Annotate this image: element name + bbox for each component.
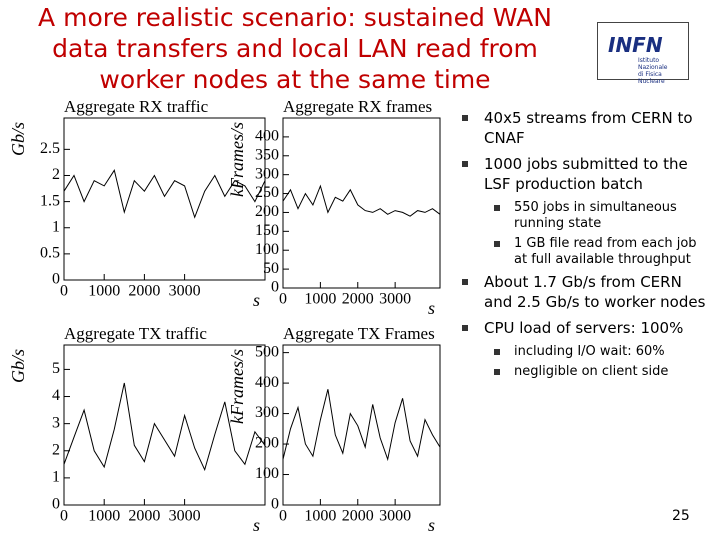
x-tick-label: 1000 [304, 291, 336, 308]
bullet-list: 40x5 streams from CERN to CNAF 1000 jobs … [462, 108, 712, 384]
y-tick-label: 0 [271, 279, 279, 296]
x-tick-label: 3000 [169, 508, 201, 525]
x-axis-label: s [428, 298, 435, 318]
x-tick-label: 0 [60, 283, 68, 300]
chart-title: Aggregate RX frames [283, 97, 432, 116]
y-tick-label: 0 [271, 496, 279, 513]
logo: INFN Istituto Nazionale di Fisica Nuclear… [597, 22, 689, 85]
y-axis-label: kFrames/s [227, 349, 247, 424]
data-line [63, 382, 266, 472]
plot-frame [282, 117, 441, 289]
y-tick-label: 200 [255, 435, 279, 452]
x-tick-label: 0 [279, 291, 287, 308]
y-tick-label: 400 [255, 128, 279, 145]
bullet-marker [462, 279, 468, 285]
y-tick-label: 1.5 [40, 192, 60, 209]
y-tick-label: 300 [255, 404, 279, 421]
logo-caption-line: Istituto Nazionale [638, 57, 668, 71]
y-axis-label: Gb/s [8, 349, 28, 383]
y-tick-label: 2.5 [40, 140, 60, 157]
y-tick-label: 150 [255, 222, 279, 239]
x-tick-label: 1000 [304, 508, 336, 525]
data-line [63, 169, 266, 219]
y-axis-label: kFrames/s [227, 122, 247, 197]
x-tick-label: 2000 [342, 508, 374, 525]
y-tick-label: 400 [255, 374, 279, 391]
y-tick-label: 0.5 [40, 245, 60, 262]
y-tick-label: 2 [52, 166, 60, 183]
bullet: 40x5 streams from CERN to CNAF [462, 108, 712, 148]
y-tick-label: 4 [52, 387, 60, 404]
chart-title: Aggregate TX Frames [283, 324, 435, 343]
y-tick-label: 1 [52, 218, 60, 235]
sub-bullet: including I/O wait: 60% [462, 344, 712, 360]
x-axis-label: s [253, 290, 260, 310]
y-tick-label: 250 [255, 184, 279, 201]
plot-frame [63, 117, 266, 281]
page-number: 25 [672, 508, 690, 524]
y-tick-label: 0 [52, 496, 60, 513]
x-tick-label: 1000 [88, 508, 120, 525]
y-tick-label: 1 [52, 469, 60, 486]
logo-name: INFN [608, 33, 663, 57]
x-tick-label: 2000 [342, 291, 374, 308]
x-tick-label: 3000 [169, 283, 201, 300]
bullet: 1000 jobs submitted to the LSF productio… [462, 154, 712, 194]
x-tick-label: 2000 [128, 508, 160, 525]
sub-bullet: negligible on client side [462, 364, 712, 380]
x-axis-label: s [253, 515, 260, 535]
plot-frame [63, 344, 266, 506]
bullet-marker [494, 349, 500, 355]
bullet-marker [462, 325, 468, 331]
y-tick-label: 0 [52, 271, 60, 288]
x-tick-label: 0 [279, 508, 287, 525]
y-tick-label: 350 [255, 146, 279, 163]
x-tick-label: 1000 [88, 283, 120, 300]
bullet-marker [494, 369, 500, 375]
title-line: data transfers and local LAN read from [52, 34, 538, 63]
y-tick-label: 100 [255, 241, 279, 258]
sub-bullet: 550 jobs in simultaneous running state [462, 200, 712, 232]
bullet: About 1.7 Gb/s from CERN and 2.5 Gb/s to… [462, 272, 712, 312]
slide-title: A more realistic scenario: sustained WAN… [0, 2, 590, 95]
title-line: worker nodes at the same time [99, 65, 491, 94]
y-tick-label: 5 [52, 360, 60, 377]
data-line [282, 389, 441, 462]
bullet-marker [462, 161, 468, 167]
sub-bullet: 1 GB file read from each job at full ava… [462, 236, 712, 268]
logo-caption: Istituto Nazionale di Fisica Nucleare [638, 57, 688, 85]
bullet: CPU load of servers: 100% [462, 318, 712, 338]
bullet-marker [494, 205, 500, 211]
chart-title: Aggregate RX traffic [64, 97, 209, 116]
title-line: A more realistic scenario: sustained WAN [38, 3, 552, 32]
x-tick-label: 3000 [379, 508, 411, 525]
y-tick-label: 200 [255, 203, 279, 220]
plot-frame [282, 344, 441, 506]
logo-caption-line: di Fisica Nucleare [638, 71, 665, 85]
y-axis-label: Gb/s [8, 122, 28, 156]
y-tick-label: 100 [255, 465, 279, 482]
y-tick-label: 3 [52, 414, 60, 431]
x-tick-label: 3000 [379, 291, 411, 308]
x-axis-label: s [428, 515, 435, 535]
x-tick-label: 2000 [128, 283, 160, 300]
x-tick-label: 0 [60, 508, 68, 525]
data-line [282, 184, 441, 217]
bullet-marker [462, 115, 468, 121]
y-tick-label: 500 [255, 343, 279, 360]
y-tick-label: 50 [263, 260, 279, 277]
y-tick-label: 2 [52, 441, 60, 458]
y-tick-label: 300 [255, 165, 279, 182]
bullet-marker [494, 241, 500, 247]
chart-title: Aggregate TX traffic [64, 324, 207, 343]
